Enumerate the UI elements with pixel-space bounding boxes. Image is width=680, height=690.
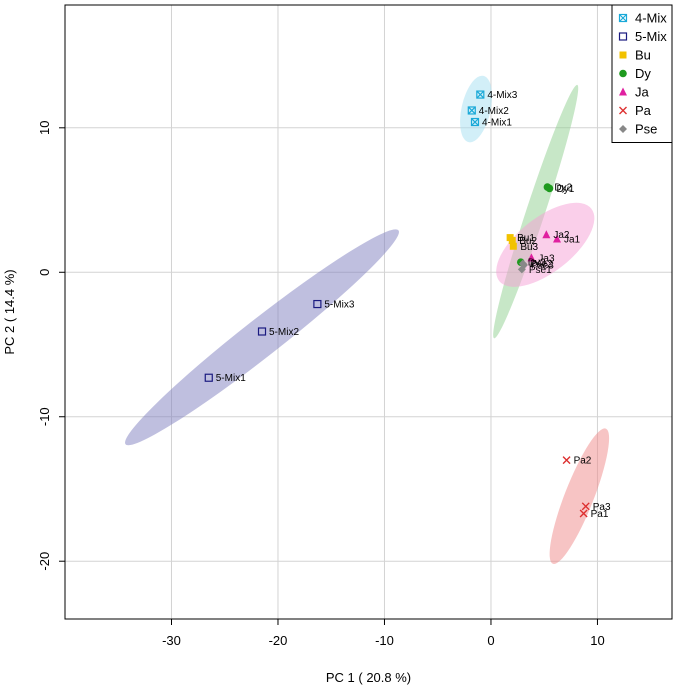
point-4-mix2	[467, 106, 476, 115]
legend-key-pse	[619, 125, 627, 133]
point-pa1	[579, 509, 588, 518]
legend-key-pa	[619, 106, 627, 115]
point-label: 4-Mix3	[487, 90, 517, 101]
legend-label: 4-Mix	[635, 11, 667, 26]
legend-label: Dy	[635, 66, 651, 81]
point-bu3	[509, 242, 517, 250]
y-tick-label: -20	[37, 552, 52, 571]
point-pa3	[581, 502, 590, 511]
legend-key-4-mix	[618, 13, 628, 23]
x-axis-ticks: -30 -20 -10 0 10	[162, 619, 605, 648]
legend-key-5-mix	[618, 32, 628, 41]
y-tick-label: -10	[37, 407, 52, 426]
point-label: 5-Mix3	[324, 300, 354, 311]
legend: 4-Mix 5-Mix Bu Dy Ja Pa Pse	[611, 4, 673, 143]
legend-key-dy	[619, 69, 627, 78]
point-label: Pse1	[529, 265, 552, 276]
point-label: Ja3	[538, 253, 555, 264]
point-bu2	[508, 236, 516, 244]
x-tick-label: -10	[375, 633, 394, 648]
x-tick-label: -30	[162, 633, 181, 648]
plot-frame	[64, 4, 673, 620]
point-pse3	[519, 261, 528, 270]
x-tick-label: 0	[487, 633, 494, 648]
point-label: Ja1	[564, 235, 581, 246]
point-label: Pse3	[531, 261, 554, 272]
point-label: 5-Mix2	[269, 327, 299, 338]
legend-key-ja	[619, 87, 627, 96]
point-label: Pa1	[591, 509, 609, 520]
point-4-mix1	[470, 117, 480, 127]
point-5-mix1	[204, 373, 213, 382]
point-label: Bu1	[517, 233, 535, 244]
legend-key-bu	[619, 51, 627, 59]
point-4-mix3	[476, 90, 485, 99]
data-points	[204, 90, 590, 518]
legend-label: Bu	[635, 48, 651, 63]
y-tick-label: 10	[37, 121, 52, 135]
legend-label: 5-Mix	[635, 29, 667, 44]
x-tick-label: -20	[269, 633, 288, 648]
y-axis-ticks: -20 -10 0 10	[37, 121, 65, 571]
point-label: Ja2	[553, 230, 570, 241]
confidence-ellipses	[125, 75, 610, 565]
point-ja1	[552, 234, 561, 243]
x-tick-label: 10	[590, 633, 604, 648]
legend-label: Pa	[635, 103, 652, 118]
point-label: Pa3	[593, 502, 611, 513]
point-pa2	[562, 456, 571, 465]
point-label: Pa2	[574, 456, 592, 467]
y-axis-title: PC 2 ( 14.4 %)	[2, 269, 17, 354]
ellipse-pa	[549, 428, 610, 565]
point-ja3	[527, 253, 536, 262]
point-label: Bu3	[520, 242, 538, 253]
point-label: 4-Mix1	[482, 118, 512, 129]
point-label: Dy3	[528, 258, 546, 269]
legend-label: Pse	[635, 122, 657, 137]
point-label: Dy2	[554, 183, 572, 194]
point-ja2	[542, 230, 551, 239]
point-label: Pse2	[530, 259, 553, 270]
ellipse-5-mix	[125, 229, 399, 446]
y-tick-label: 0	[37, 269, 52, 276]
x-axis-title: PC 1 ( 20.8 %)	[326, 670, 411, 685]
point-label: Dy1	[557, 184, 575, 195]
legend-label: Ja	[635, 85, 650, 100]
point-label: 4-Mix2	[479, 106, 509, 117]
point-label: Bu2	[519, 236, 537, 247]
point-5-mix2	[257, 327, 267, 336]
point-5-mix3	[313, 299, 322, 309]
point-label: 5-Mix1	[216, 373, 246, 384]
point-dy2	[543, 183, 552, 191]
